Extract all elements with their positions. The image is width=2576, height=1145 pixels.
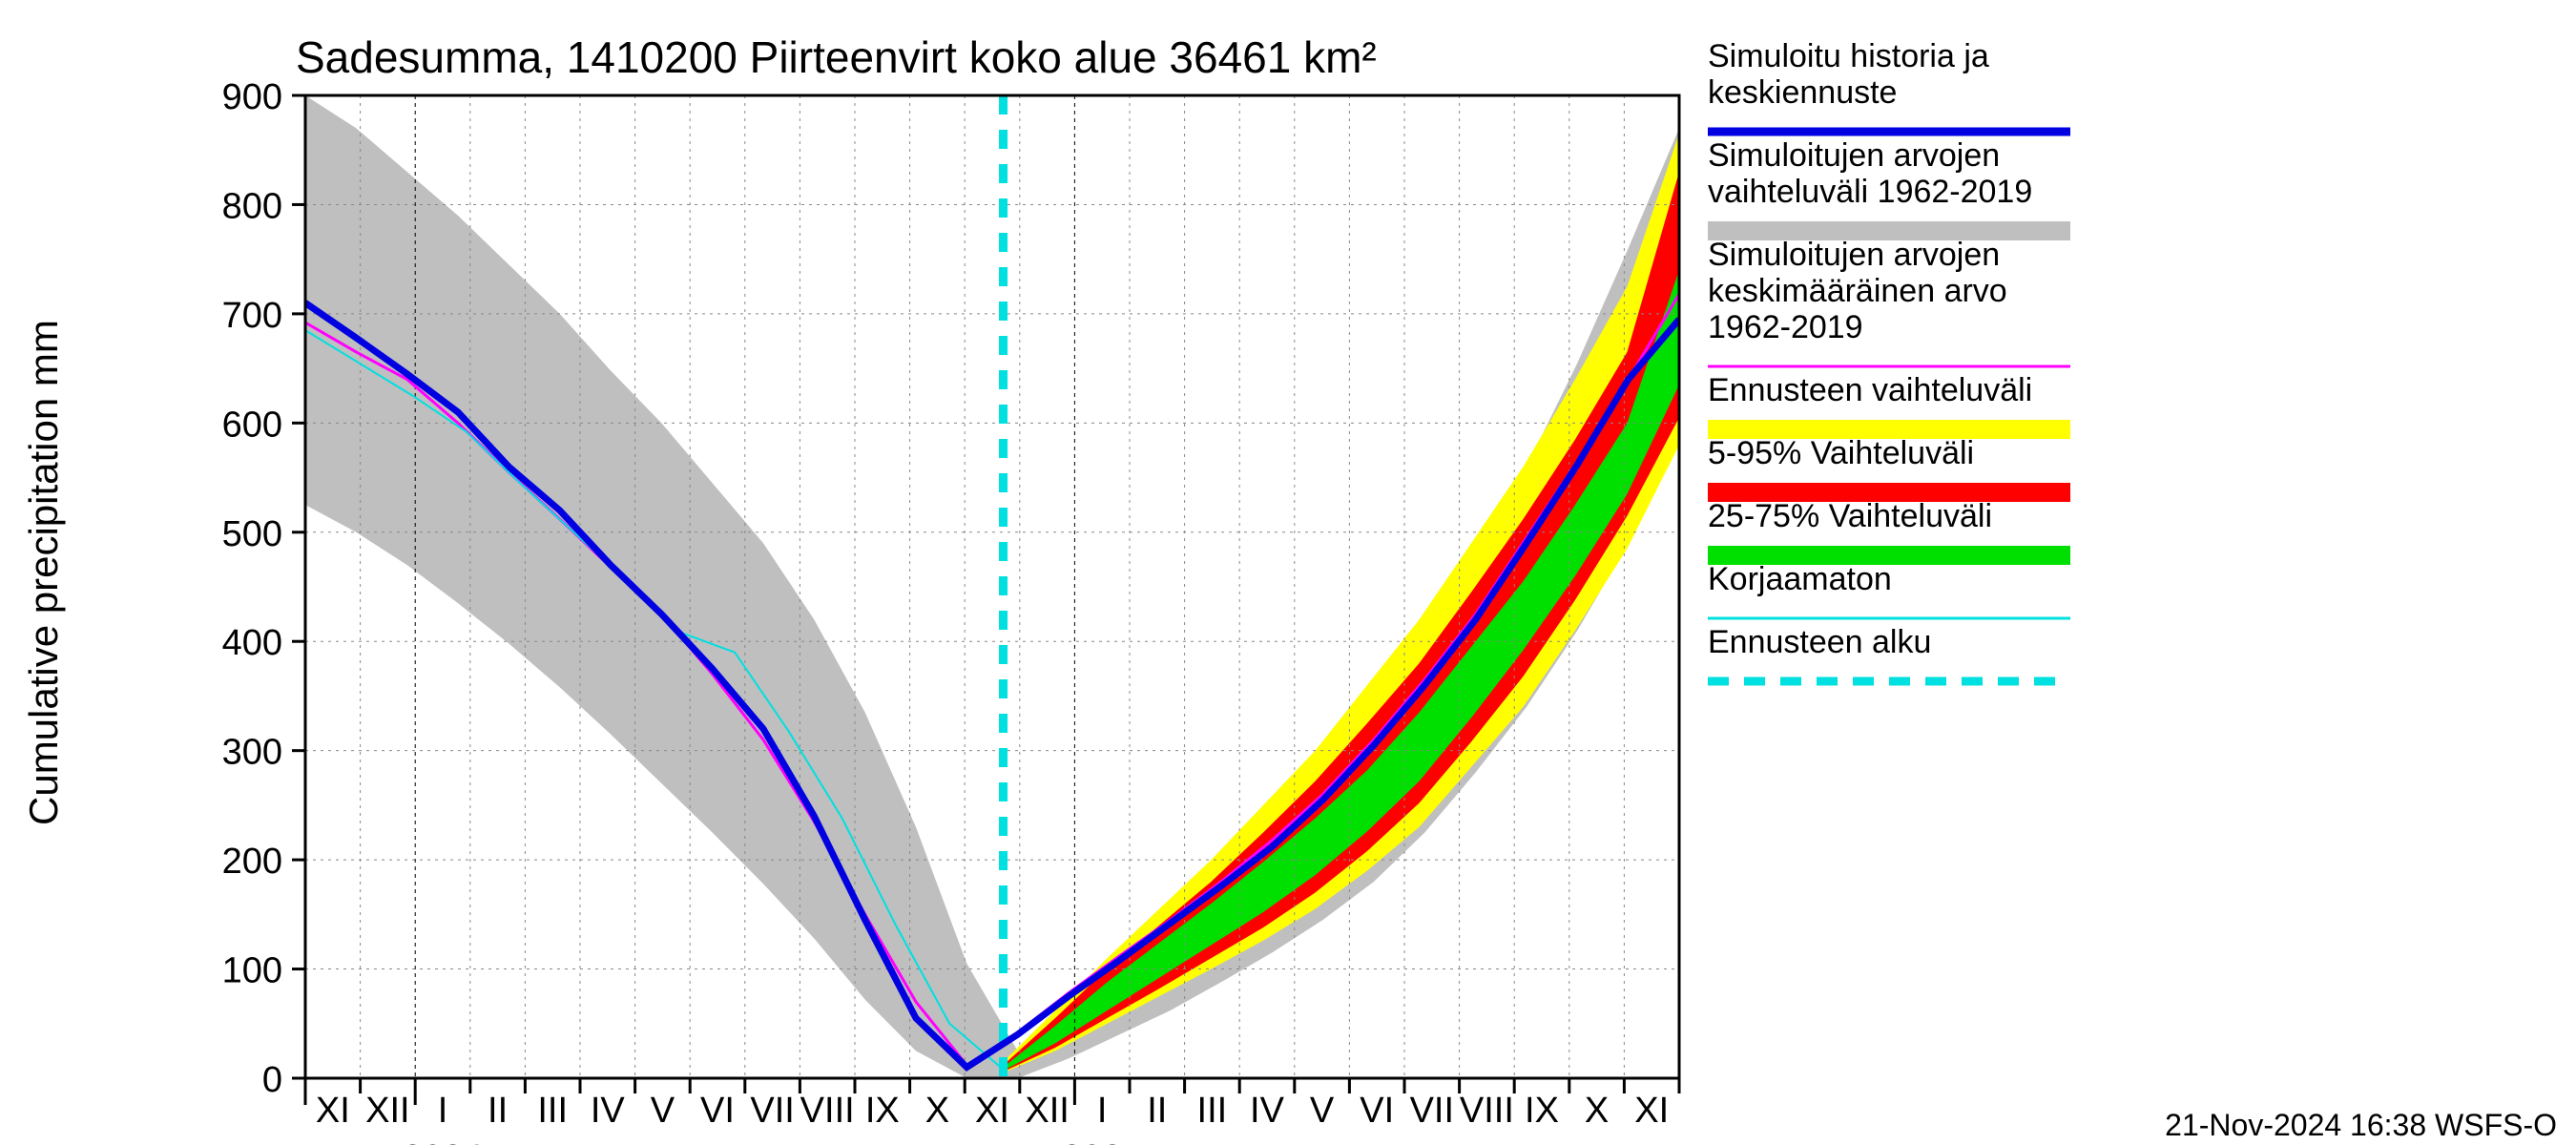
x-tick-label: IV	[591, 1091, 626, 1131]
x-tick-label: XII	[365, 1091, 409, 1131]
x-tick-label: V	[1310, 1091, 1335, 1131]
legend-label: keskiennuste	[1708, 74, 1897, 111]
x-tick-label: III	[537, 1091, 568, 1131]
legend-label: Simuloitujen arvojen	[1708, 237, 2000, 273]
legend-label: Simuloitu historia ja	[1708, 38, 1989, 74]
x-tick-label: IX	[1525, 1091, 1559, 1131]
legend-label: keskimääräinen arvo	[1708, 273, 2007, 309]
x-tick-label: VII	[1410, 1091, 1454, 1131]
legend-label: 1962-2019	[1708, 309, 1863, 345]
x-tick-label: I	[438, 1091, 448, 1131]
y-tick-label: 300	[222, 733, 282, 773]
y-tick-label: 100	[222, 951, 282, 991]
x-year-label: 2024	[403, 1138, 484, 1145]
legend-label: 25-75% Vaihteluväli	[1708, 498, 1992, 534]
x-tick-label: XI	[1634, 1091, 1669, 1131]
legend-label: vaihteluväli 1962-2019	[1708, 174, 2032, 210]
x-tick-label: XI	[975, 1091, 1009, 1131]
x-year-label: 2025	[1062, 1138, 1143, 1145]
y-tick-label: 700	[222, 296, 282, 336]
y-tick-label: 200	[222, 842, 282, 882]
x-tick-label: XII	[1025, 1091, 1069, 1131]
y-tick-label: 400	[222, 623, 282, 663]
y-axis-label: Cumulative precipitation mm	[21, 320, 66, 825]
x-tick-label: IV	[1250, 1091, 1285, 1131]
x-tick-label: X	[925, 1091, 949, 1131]
y-tick-label: 900	[222, 77, 282, 117]
x-tick-label: I	[1097, 1091, 1108, 1131]
y-tick-label: 800	[222, 186, 282, 226]
x-tick-label: IX	[865, 1091, 900, 1131]
y-tick-label: 500	[222, 514, 282, 554]
x-tick-label: III	[1197, 1091, 1228, 1131]
chart-title: Sadesumma, 1410200 Piirteenvirt koko alu…	[296, 32, 1377, 82]
x-tick-label: X	[1585, 1091, 1609, 1131]
x-tick-label: V	[651, 1091, 675, 1131]
legend-label: Ennusteen vaihteluväli	[1708, 372, 2032, 408]
x-tick-label: VIII	[1460, 1091, 1514, 1131]
x-tick-label: VII	[750, 1091, 794, 1131]
y-tick-label: 600	[222, 405, 282, 445]
y-tick-label: 0	[262, 1060, 282, 1100]
x-tick-label: VI	[700, 1091, 735, 1131]
x-tick-label: II	[488, 1091, 508, 1131]
x-tick-label: VIII	[800, 1091, 855, 1131]
x-tick-label: VI	[1360, 1091, 1394, 1131]
footer-timestamp: 21-Nov-2024 16:38 WSFS-O	[2165, 1108, 2557, 1142]
x-tick-label: II	[1147, 1091, 1167, 1131]
legend-label: 5-95% Vaihteluväli	[1708, 435, 1974, 471]
x-tick-label: XI	[316, 1091, 350, 1131]
legend-label: Korjaamaton	[1708, 561, 1892, 597]
legend-label: Simuloitujen arvojen	[1708, 137, 2000, 174]
legend-label: Ennusteen alku	[1708, 624, 1931, 660]
